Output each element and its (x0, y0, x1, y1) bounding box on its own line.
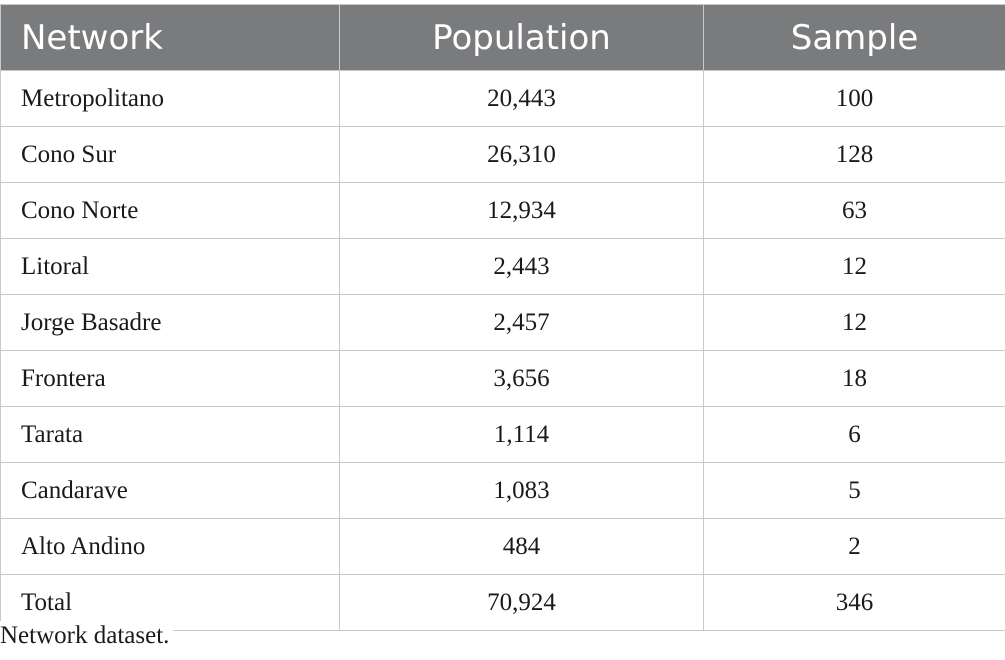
table-row: Metropolitano 20,443 100 (0, 70, 1005, 127)
cell-sample: 100 (703, 70, 1005, 127)
cell-network: Metropolitano (0, 70, 340, 127)
table-row: Alto Andino 484 2 (0, 518, 1005, 575)
cell-sample: 5 (703, 462, 1005, 519)
cell-network: Tarata (0, 406, 340, 463)
table-row: Cono Norte 12,934 63 (0, 182, 1005, 239)
cell-network: Litoral (0, 238, 340, 295)
cell-population: 2,443 (339, 238, 704, 295)
cell-population: 2,457 (339, 294, 704, 351)
table-row: Litoral 2,443 12 (0, 238, 1005, 295)
table-row: Cono Sur 26,310 128 (0, 126, 1005, 183)
network-table: Network Population Sample Metropolitano … (0, 4, 1005, 631)
table-row: Jorge Basadre 2,457 12 (0, 294, 1005, 351)
cell-population: 1,114 (339, 406, 704, 463)
cell-network: Frontera (0, 350, 340, 407)
table-header-row: Network Population Sample (0, 4, 1005, 71)
cell-population: 484 (339, 518, 704, 575)
table-caption: Network dataset. (0, 621, 174, 651)
header-population: Population (339, 4, 704, 71)
table-row: Frontera 3,656 18 (0, 350, 1005, 407)
cell-population: 3,656 (339, 350, 704, 407)
cell-sample: 12 (703, 238, 1005, 295)
cell-network: Jorge Basadre (0, 294, 340, 351)
cell-population: 70,924 (339, 574, 704, 631)
network-table-container: Network Population Sample Metropolitano … (0, 4, 1005, 631)
cell-population: 26,310 (339, 126, 704, 183)
table-row: Tarata 1,114 6 (0, 406, 1005, 463)
cell-population: 20,443 (339, 70, 704, 127)
table-row: Candarave 1,083 5 (0, 462, 1005, 519)
cell-population: 1,083 (339, 462, 704, 519)
cell-sample: 12 (703, 294, 1005, 351)
cell-sample: 6 (703, 406, 1005, 463)
header-sample: Sample (703, 4, 1005, 71)
cell-sample: 2 (703, 518, 1005, 575)
cell-sample: 128 (703, 126, 1005, 183)
cell-sample: 63 (703, 182, 1005, 239)
cell-sample: 18 (703, 350, 1005, 407)
cell-population: 12,934 (339, 182, 704, 239)
cell-network: Candarave (0, 462, 340, 519)
header-network: Network (0, 4, 340, 71)
cell-network: Cono Norte (0, 182, 340, 239)
cell-network: Alto Andino (0, 518, 340, 575)
cell-network: Cono Sur (0, 126, 340, 183)
cell-sample: 346 (703, 574, 1005, 631)
